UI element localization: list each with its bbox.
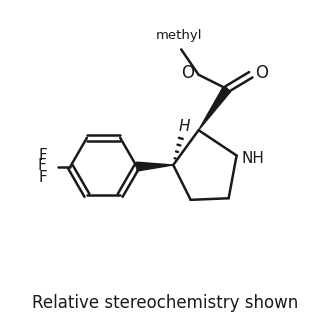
Polygon shape (137, 162, 173, 171)
Text: Relative stereochemistry shown: Relative stereochemistry shown (32, 294, 298, 312)
Text: NH: NH (242, 151, 265, 166)
Text: F: F (39, 170, 48, 184)
Text: methyl: methyl (155, 29, 202, 43)
Polygon shape (199, 86, 231, 130)
Text: O: O (181, 64, 194, 82)
Text: F: F (39, 148, 48, 163)
Text: F: F (37, 158, 46, 174)
Text: H: H (178, 118, 190, 134)
Text: O: O (255, 64, 268, 82)
